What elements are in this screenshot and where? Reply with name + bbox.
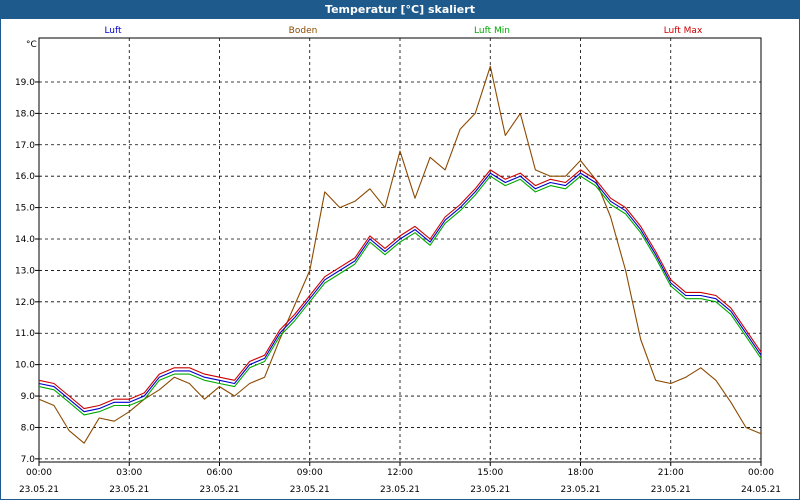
x-tick-date: 24.05.21 <box>741 485 781 495</box>
chart-title: Temperatur [°C] skaliert <box>1 1 799 19</box>
x-tick-time: 06:00 <box>207 468 233 478</box>
y-tick-label: 11.0 <box>15 329 35 339</box>
legend-boden: Boden <box>289 26 318 36</box>
x-tick-date: 23.05.21 <box>19 485 59 495</box>
x-tick-date: 23.05.21 <box>380 485 420 495</box>
series-line-luft-min <box>38 175 762 416</box>
y-tick-label: 9.0 <box>21 392 36 402</box>
x-tick-time: 00:00 <box>748 468 774 478</box>
x-tick-time: 15:00 <box>477 468 503 478</box>
x-tick-date: 23.05.21 <box>651 485 691 495</box>
y-tick-label: 7.0 <box>21 455 36 465</box>
y-tick-label: 12.0 <box>15 298 35 308</box>
x-tick-time: 03:00 <box>116 468 142 478</box>
y-tick-label: 18.0 <box>15 109 35 119</box>
x-tick-date: 23.05.21 <box>109 485 149 495</box>
y-axis-unit: °C <box>26 40 37 50</box>
series-line-luft <box>38 172 762 413</box>
x-tick-time: 21:00 <box>658 468 684 478</box>
legend-luft: Luft <box>104 26 122 36</box>
y-tick-label: 8.0 <box>21 423 36 433</box>
x-tick-date: 23.05.21 <box>199 485 239 495</box>
x-tick-date: 23.05.21 <box>290 485 330 495</box>
x-tick-date: 23.05.21 <box>560 485 600 495</box>
x-tick-time: 18:00 <box>568 468 594 478</box>
y-tick-label: 19.0 <box>15 78 35 88</box>
legend-luft-max: Luft Max <box>664 26 703 36</box>
legend-luft-min: Luft Min <box>474 26 510 36</box>
x-tick-time: 00:00 <box>26 468 52 478</box>
y-tick-label: 16.0 <box>15 172 35 182</box>
y-tick-label: 14.0 <box>15 235 35 245</box>
series-line-boden <box>38 65 762 444</box>
x-tick-time: 09:00 <box>297 468 323 478</box>
y-tick-label: 10.0 <box>15 361 35 371</box>
series-line-luft-max <box>38 169 762 410</box>
x-tick-time: 12:00 <box>387 468 413 478</box>
y-tick-label: 13.0 <box>15 266 35 276</box>
x-tick-date: 23.05.21 <box>470 485 510 495</box>
y-tick-label: 17.0 <box>15 141 35 151</box>
y-tick-label: 15.0 <box>15 204 35 214</box>
